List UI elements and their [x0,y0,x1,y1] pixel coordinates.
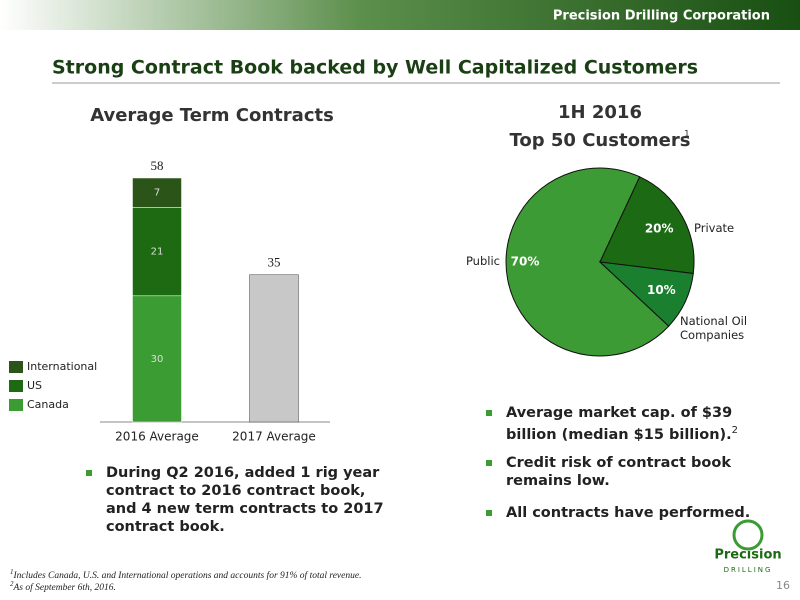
total-label: 58 [151,158,164,173]
bullet: Credit risk of contract book remains low… [484,454,756,490]
logo-mark [732,519,764,551]
bar-segment [132,177,182,208]
bullet-text: Average market cap. of $39 billion (medi… [506,405,733,443]
bullet-text: Credit risk of contract book remains low… [506,455,731,489]
pie-slice [598,261,694,327]
pie-subtitle-note: 1 [684,130,690,140]
bar [249,274,299,423]
segment-label: 21 [151,247,164,258]
legend-label: Canada [27,398,69,411]
segment-label: 30 [151,354,164,365]
bullet-note: 2 [731,425,739,436]
pie-category-label: Public [465,254,500,268]
pie-subtitle: Top 50 Customers [510,130,691,151]
x-tick-label: 2016 Average [115,430,199,444]
logo-sub: DRILLING [724,566,773,574]
bullet-text: During Q2 2016, added 1 rig year contrac… [106,465,384,535]
bar-chart-title: Average Term Contracts [90,105,334,126]
bullet: Average market cap. of $39 billion (medi… [484,404,756,444]
footnote-mark: 1 [10,568,14,576]
bullet: During Q2 2016, added 1 rig year contrac… [84,464,396,536]
slide-title: Strong Contract Book backed by Well Capi… [52,57,698,79]
legend-swatch [9,380,23,392]
legend-swatch [9,399,23,411]
total-label: 35 [268,255,281,270]
footnote-text: Includes Canada, U.S. and International … [13,571,362,582]
legend-label: International [27,360,97,373]
pie-title: 1H 2016 [558,102,642,123]
pie-category-label: National Oil Companies [680,314,748,342]
page-number: 16 [776,579,790,592]
pie-value-label: 70% [511,255,540,269]
footnote-text: As of September 6th, 2016. [13,583,116,594]
pie-category-label: Private [694,221,735,235]
segment-label: 7 [154,188,160,199]
legend-label: US [27,379,42,392]
pie-slice [505,167,670,357]
footnote: 2As of September 6th, 2016. [10,580,610,593]
footnote: 1Includes Canada, U.S. and International… [10,568,610,581]
header-company: Precision Drilling Corporation [553,9,770,24]
pie-slice [599,176,695,275]
logo-name: Precision [714,548,781,563]
footnote-mark: 2 [10,580,14,588]
bullet: All contracts have performed. [484,504,756,522]
legend-swatch [9,361,23,373]
bar-segment [132,295,182,423]
x-tick-label: 2017 Average [232,430,316,444]
pie-value-label: 10% [647,283,676,297]
bullet-text: All contracts have performed. [506,505,751,521]
pie-value-label: 20% [645,222,674,236]
header-bar [0,0,800,30]
